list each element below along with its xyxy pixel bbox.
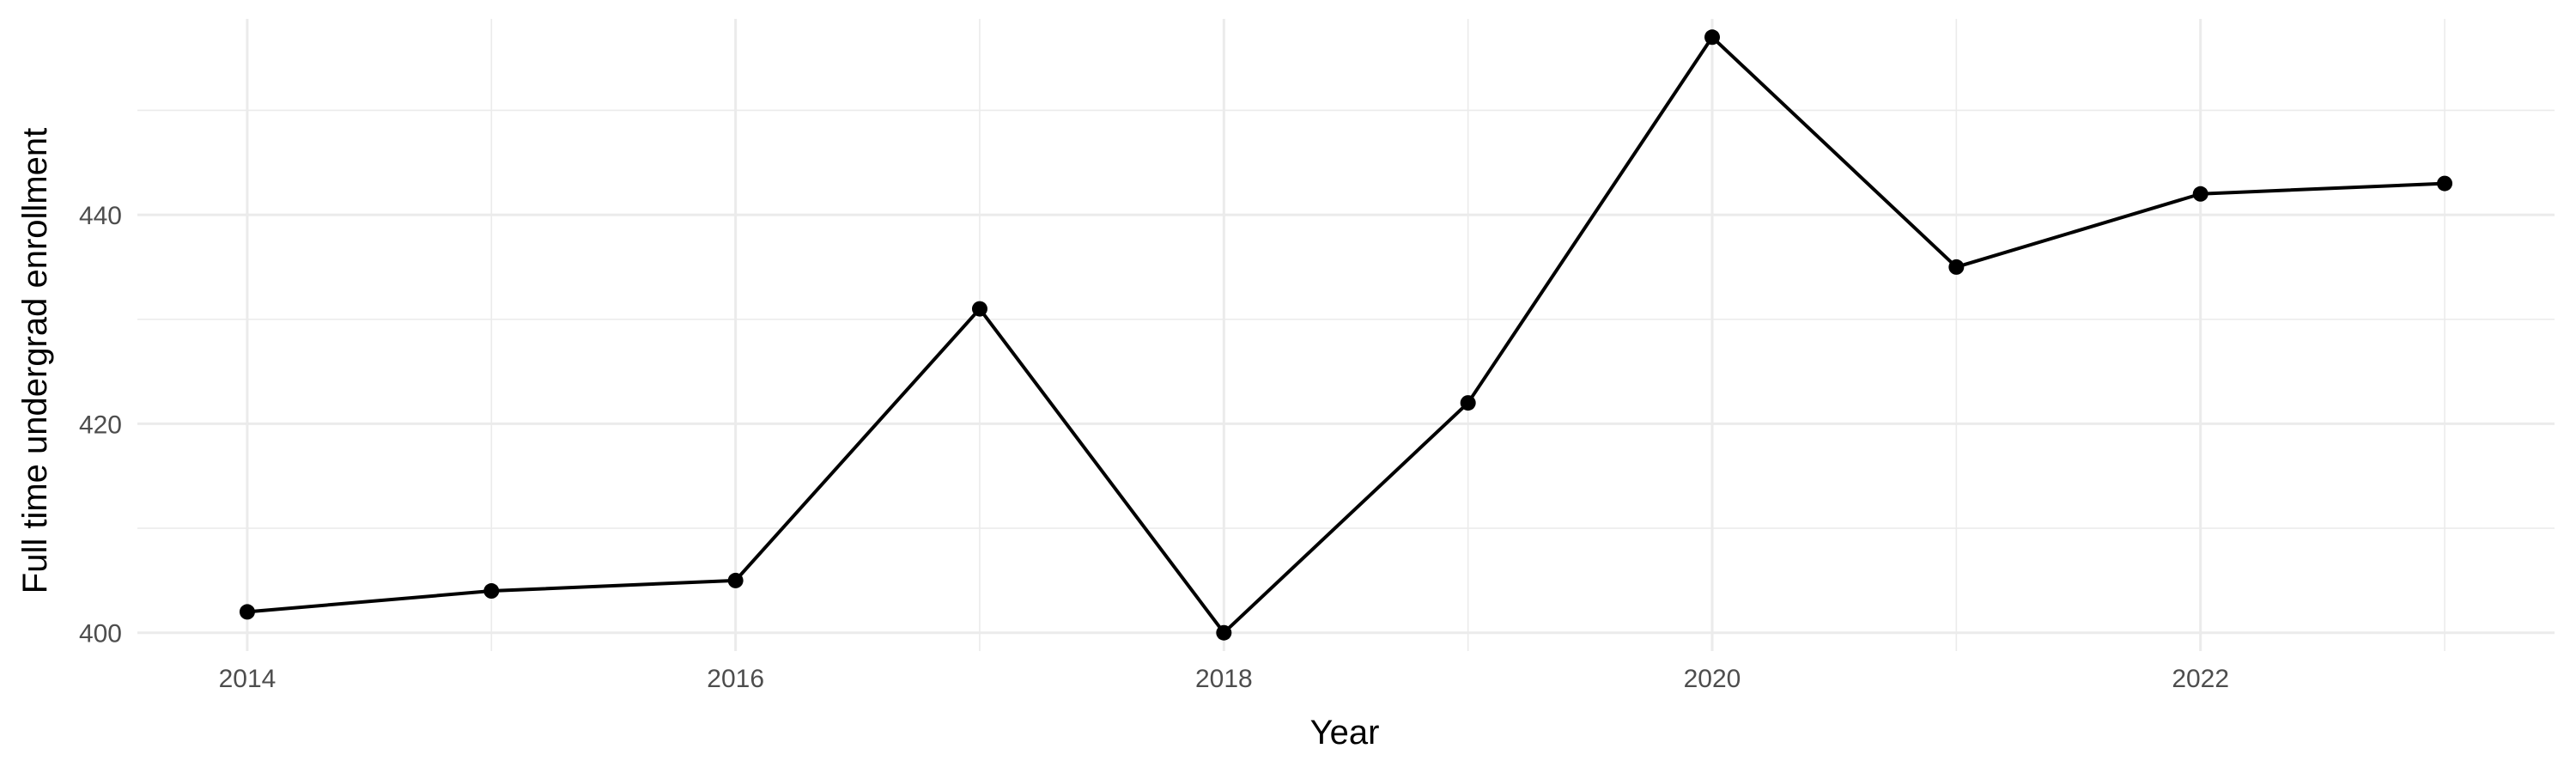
data-point [239,604,255,620]
data-point [1460,395,1476,411]
data-point [971,301,987,317]
tick-labels: 400 420 440 2014 2016 2018 2020 2022 [79,202,2229,693]
x-tick-label: 2016 [707,665,764,693]
series-line [246,35,2445,635]
grid-lines [137,19,2555,651]
data-point [727,572,744,588]
x-tick-label: 2020 [1684,665,1741,693]
data-point [1704,29,1721,46]
data-point [1216,624,1232,641]
y-axis-title: Full time undergrad enrollment [16,128,54,593]
y-tick-label: 400 [79,620,122,648]
x-axis-title: Year [1310,714,1380,752]
y-tick-label: 440 [79,202,122,230]
x-tick-label: 2018 [1195,665,1253,693]
series-layer [239,29,2453,641]
data-point [2192,186,2208,202]
data-point [2437,175,2453,192]
x-tick-label: 2022 [2172,665,2229,693]
data-point [483,583,500,600]
x-tick-label: 2014 [219,665,276,693]
data-point [1948,259,1965,275]
y-tick-label: 420 [79,411,122,439]
